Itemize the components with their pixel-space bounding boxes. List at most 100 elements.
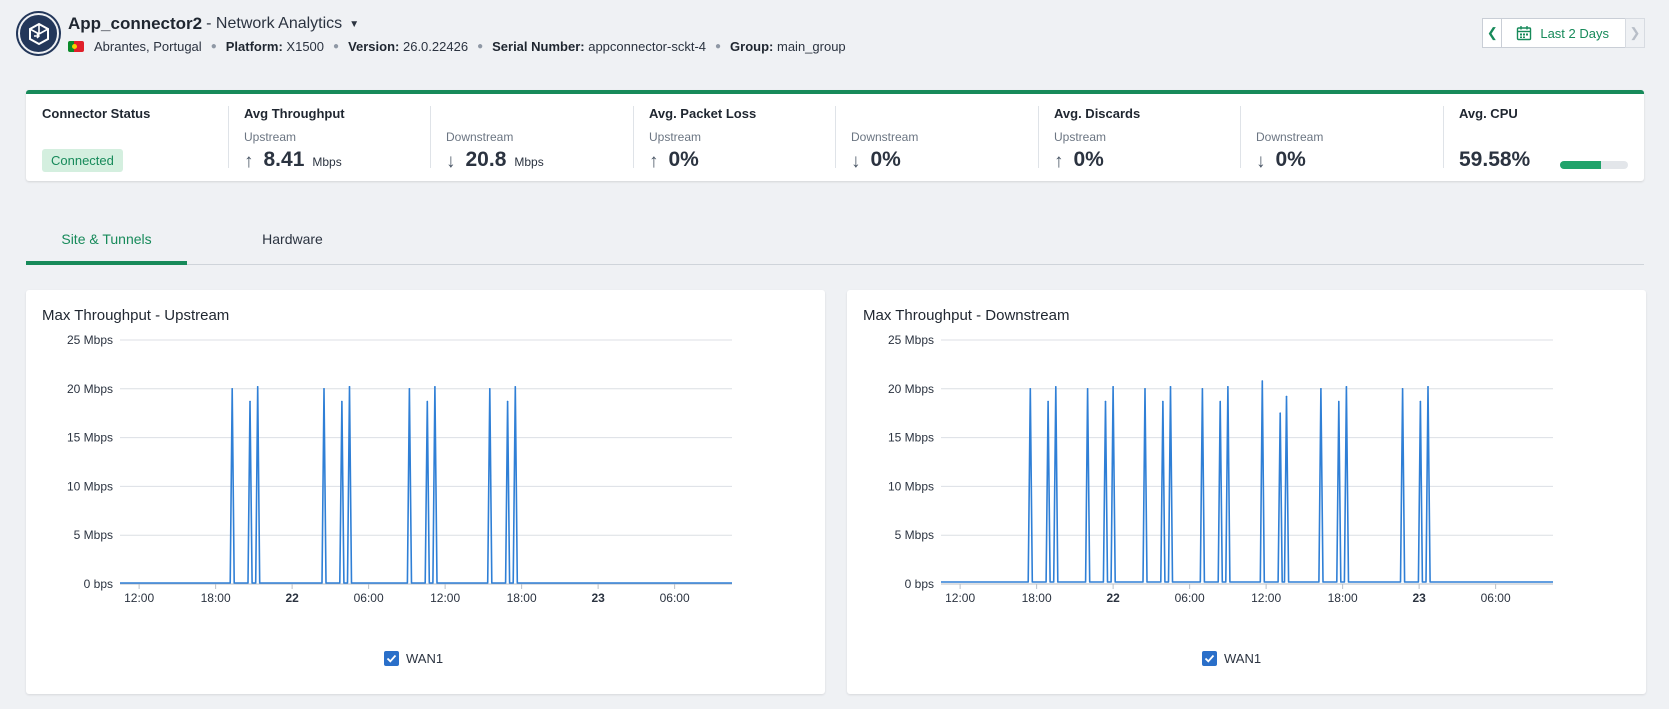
- x-tick-label: 06:00: [660, 591, 690, 605]
- data-point[interactable]: [1029, 388, 1032, 390]
- next-range-button[interactable]: ❯: [1625, 18, 1645, 48]
- prev-range-button[interactable]: ❮: [1482, 18, 1503, 48]
- discards-down-value: ↓ 0%: [1256, 148, 1306, 172]
- page-subtitle: - Network Analytics: [206, 15, 343, 32]
- calendar-icon: [1517, 26, 1532, 41]
- x-tick-label: 12:00: [1251, 591, 1281, 605]
- y-tick-label: 10 Mbps: [67, 479, 113, 493]
- group-label: Group:: [730, 39, 774, 54]
- data-point[interactable]: [1054, 386, 1057, 388]
- date-range-label: Last 2 Days: [1540, 25, 1609, 41]
- kpi-summary-card: Connector Status Connected Avg Throughpu…: [26, 90, 1644, 181]
- data-point[interactable]: [1279, 412, 1281, 414]
- divider: [228, 106, 229, 168]
- data-point[interactable]: [408, 388, 411, 390]
- serial-label: Serial Number:: [492, 39, 585, 54]
- x-tick-label: 18:00: [507, 591, 537, 605]
- discards-up-number: 0%: [1073, 148, 1104, 171]
- x-tick-label: 23: [591, 591, 605, 605]
- data-point[interactable]: [1201, 388, 1204, 390]
- data-point[interactable]: [1320, 388, 1322, 390]
- data-point[interactable]: [1338, 400, 1340, 403]
- packet-loss-up-value: ↑ 0%: [649, 148, 699, 172]
- divider: [430, 106, 431, 168]
- data-point[interactable]: [1112, 386, 1114, 388]
- connector-status-title: Connector Status: [42, 106, 151, 121]
- series-line-wan1[interactable]: [941, 380, 1553, 583]
- discards-up-label: Upstream: [1054, 130, 1107, 144]
- data-point[interactable]: [1419, 400, 1422, 403]
- y-tick-label: 20 Mbps: [888, 382, 934, 396]
- x-tick-label: 22: [285, 591, 299, 605]
- date-range-button[interactable]: Last 2 Days: [1501, 18, 1626, 48]
- data-point[interactable]: [1162, 400, 1164, 403]
- separator-dot: ●: [715, 41, 722, 52]
- discards-down-number: 0%: [1275, 148, 1306, 171]
- data-point[interactable]: [1285, 395, 1288, 398]
- data-point[interactable]: [1345, 386, 1348, 388]
- data-point[interactable]: [249, 400, 251, 403]
- version-label: Version:: [348, 39, 400, 54]
- data-point[interactable]: [1047, 400, 1049, 403]
- portugal-flag-icon: [68, 41, 84, 52]
- arrow-down-icon: ↓: [851, 151, 861, 172]
- data-point[interactable]: [1219, 400, 1222, 403]
- data-point[interactable]: [1227, 386, 1229, 388]
- data-point[interactable]: [1104, 400, 1107, 403]
- x-tick-label: 23: [1412, 591, 1426, 605]
- data-point[interactable]: [256, 386, 259, 388]
- data-point[interactable]: [506, 400, 509, 403]
- data-point[interactable]: [323, 388, 325, 390]
- caret-down-icon[interactable]: ▼: [349, 18, 360, 30]
- throughput-up-value: ↑ 8.41 Mbps: [244, 148, 342, 172]
- x-tick-label: 12:00: [430, 591, 460, 605]
- checkbox-checked-icon[interactable]: [1202, 651, 1217, 666]
- x-tick-label: 18:00: [1328, 591, 1358, 605]
- packet-loss-down-number: 0%: [870, 148, 901, 171]
- packet-loss-up-number: 0%: [668, 148, 699, 171]
- cpu-usage-fill: [1560, 161, 1601, 169]
- x-tick-label: 18:00: [201, 591, 231, 605]
- packet-loss-section: Avg. Packet Loss Upstream ↑ 0% Downstrea…: [633, 94, 1038, 181]
- data-point[interactable]: [426, 400, 429, 403]
- device-meta: Abrantes, Portugal ● Platform: X1500 ● V…: [68, 39, 846, 54]
- throughput-down-label: Downstream: [446, 130, 514, 144]
- legend-item-wan1[interactable]: WAN1: [1202, 651, 1261, 666]
- x-tick-label: 18:00: [1022, 591, 1052, 605]
- data-point[interactable]: [1086, 388, 1089, 390]
- checkbox-checked-icon[interactable]: [384, 651, 399, 666]
- tab-hardware[interactable]: Hardware: [262, 231, 323, 247]
- data-point[interactable]: [1427, 386, 1429, 388]
- legend-item-wan1[interactable]: WAN1: [384, 651, 443, 666]
- data-point[interactable]: [488, 388, 491, 390]
- data-point[interactable]: [231, 388, 233, 390]
- cpu-title: Avg. CPU: [1459, 106, 1518, 121]
- data-point[interactable]: [1144, 388, 1146, 390]
- platform-value: X1500: [286, 39, 325, 54]
- x-tick-label: 12:00: [124, 591, 154, 605]
- tab-site-tunnels[interactable]: Site & Tunnels: [26, 220, 187, 265]
- status-badge: Connected: [42, 149, 123, 172]
- packet-loss-up-label: Upstream: [649, 130, 702, 144]
- data-point[interactable]: [434, 386, 436, 388]
- data-point[interactable]: [1169, 386, 1172, 388]
- packet-loss-down-label: Downstream: [851, 130, 919, 144]
- page-title[interactable]: App_connector2 - Network Analytics ▼: [68, 12, 359, 36]
- divider: [835, 106, 836, 168]
- x-tick-label: 06:00: [354, 591, 384, 605]
- data-point[interactable]: [1401, 388, 1404, 390]
- data-point[interactable]: [514, 386, 517, 388]
- divider: [1038, 106, 1039, 168]
- series-line-wan1[interactable]: [120, 386, 732, 584]
- data-point[interactable]: [1261, 380, 1264, 382]
- discards-title: Avg. Discards: [1054, 106, 1141, 121]
- x-tick-label: 06:00: [1481, 591, 1511, 605]
- data-point[interactable]: [341, 400, 343, 403]
- upstream-throughput-chart: 0 bps 5 Mbps 10 Mbps 15 Mbps 20 Mbps 25 Mbps 1…: [67, 333, 732, 605]
- throughput-up-number: 8.41: [263, 148, 305, 171]
- cpu-usage-bar: [1560, 161, 1628, 169]
- chart-card-downstream: Max Throughput - Downstream 0 bps 5 Mbps 1…: [847, 290, 1646, 694]
- downstream-throughput-chart: 0 bps 5 Mbps 10 Mbps 15 Mbps 20 Mbps 25 Mbps 1…: [888, 333, 1553, 605]
- throughput-section: Avg Throughput Upstream ↑ 8.41 Mbps Down…: [228, 94, 633, 181]
- data-point[interactable]: [348, 386, 351, 388]
